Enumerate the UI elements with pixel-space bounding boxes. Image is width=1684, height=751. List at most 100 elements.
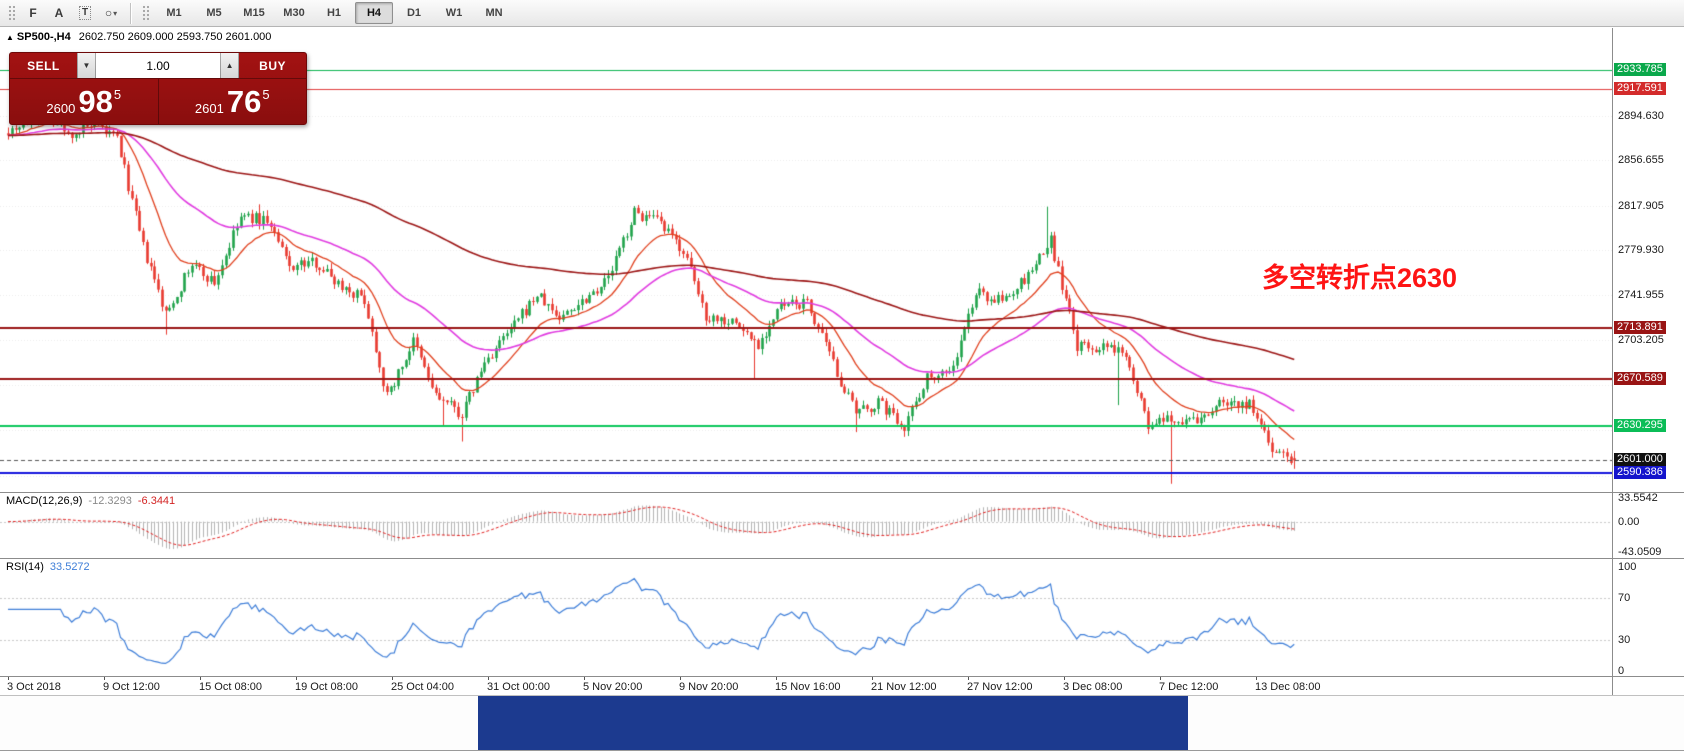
- trade-panel-top-row: SELL ▼ ▲ BUY: [10, 53, 306, 78]
- time-axis-tick: [968, 676, 969, 680]
- price-level-label: 2670.589: [1614, 371, 1666, 385]
- macd-indicator-canvas[interactable]: [0, 493, 1612, 557]
- text-frame-tool-glyph: T: [78, 6, 92, 20]
- ohlc-values: 2602.750 2609.000 2593.750 2601.000: [78, 31, 272, 43]
- toolbar: F A T ○ ▾ M1 M5 M15 M30 H1 H4 D1 W1 MN: [0, 0, 1684, 27]
- price-level-label: 2713.891: [1614, 320, 1666, 334]
- chart-info-arrow-icon[interactable]: ▲: [6, 33, 14, 42]
- time-axis-label: 19 Oct 08:00: [295, 681, 358, 693]
- rsi-indicator-canvas[interactable]: [0, 559, 1612, 675]
- timeframe-button-m1[interactable]: M1: [166, 7, 182, 19]
- price-level-label: 2933.785: [1614, 62, 1666, 76]
- sell-price-big: 98: [78, 84, 113, 119]
- timeframe-button-mn[interactable]: MN: [485, 7, 503, 19]
- timeframe-button-d1[interactable]: D1: [406, 7, 422, 19]
- time-axis-label: 15 Oct 08:00: [199, 681, 262, 693]
- macd-label: MACD(12,26,9) -12.3293 -6.3441: [6, 495, 175, 507]
- desktop-strip: [0, 695, 1684, 750]
- time-axis-tick: [488, 676, 489, 680]
- time-axis-label: 21 Nov 12:00: [871, 681, 937, 693]
- macd-axis-label: 33.5542: [1618, 492, 1658, 504]
- time-axis-tick: [8, 676, 9, 680]
- time-axis-label: 7 Dec 12:00: [1159, 681, 1219, 693]
- sell-button[interactable]: SELL: [27, 58, 60, 73]
- macd-axis-label: -43.0509: [1618, 546, 1662, 558]
- time-axis-tick: [776, 676, 777, 680]
- timeframe-button-m15[interactable]: M15: [243, 7, 265, 19]
- timeframe-toolbar-drag-handle[interactable]: [141, 4, 149, 22]
- timeframe-button-w1[interactable]: W1: [445, 7, 463, 19]
- macd-signal-value: -6.3441: [137, 495, 176, 507]
- time-axis-label: 5 Nov 20:00: [583, 681, 643, 693]
- chart-annotation-text[interactable]: 多空转折点2630: [1262, 263, 1458, 293]
- price-level-label: 2917.591: [1614, 81, 1666, 95]
- volume-increase-button[interactable]: ▲: [220, 53, 240, 78]
- time-axis-tick: [104, 676, 105, 680]
- time-axis-label: 3 Dec 08:00: [1063, 681, 1123, 693]
- price-axis-tick: 2741.955: [1618, 288, 1664, 301]
- volume-input[interactable]: [96, 53, 220, 78]
- toolbar-drag-handle[interactable]: [7, 4, 15, 22]
- text-label-tool-glyph: A: [54, 6, 64, 20]
- macd-main-value: -12.3293: [88, 495, 132, 507]
- price-axis-tick: 2779.930: [1618, 244, 1664, 257]
- symbol-period-label: SP500-,H4: [16, 31, 71, 43]
- main-macd-separator[interactable]: [0, 492, 1684, 493]
- price-axis-tick: 2894.630: [1618, 109, 1664, 122]
- bottom-blue-bar[interactable]: [478, 696, 1188, 750]
- time-axis-label: 13 Dec 08:00: [1255, 681, 1321, 693]
- drawing-tools-group: F A T ○ ▾: [20, 2, 124, 25]
- sell-price-prefix: 2600: [46, 101, 76, 116]
- macd-axis-label: 0.00: [1618, 515, 1640, 528]
- time-axis[interactable]: 3 Oct 2018 9 Oct 12:00 15 Oct 08:00 19 Oct …: [0, 676, 1612, 695]
- text-label-tool-icon[interactable]: A: [46, 2, 72, 25]
- timeframe-button-m5[interactable]: M5: [206, 7, 222, 19]
- buy-price-prefix: 2601: [194, 101, 224, 116]
- text-frame-tool-icon[interactable]: T: [72, 2, 98, 25]
- time-axis-label: 9 Oct 12:00: [103, 681, 160, 693]
- timeframe-button-m30[interactable]: M30: [283, 7, 305, 19]
- toolbar-separator: [130, 2, 132, 24]
- sell-price-pipette: 5: [113, 87, 122, 102]
- buy-button[interactable]: BUY: [259, 58, 287, 73]
- buy-quote[interactable]: 2601 76 5: [159, 79, 307, 124]
- timeframe-button-h1[interactable]: H1: [326, 7, 342, 19]
- rsi-axis-label: 100: [1618, 561, 1637, 573]
- rsi-timeaxis-separator: [0, 676, 1684, 677]
- time-axis-tick: [680, 676, 681, 680]
- macd-rsi-separator[interactable]: [0, 558, 1684, 559]
- time-axis-label: 9 Nov 20:00: [679, 681, 739, 693]
- fibonacci-tool-icon[interactable]: F: [20, 2, 46, 25]
- rsi-axis-label: 30: [1618, 633, 1631, 646]
- time-axis-label: 31 Oct 00:00: [487, 681, 550, 693]
- price-axis-tick: 2817.905: [1618, 199, 1664, 212]
- price-level-label: 2590.386: [1614, 465, 1666, 479]
- price-level-label: 2601.000: [1614, 453, 1666, 467]
- buy-price-pipette: 5: [262, 87, 270, 102]
- time-axis-label: 25 Oct 04:00: [391, 681, 454, 693]
- time-axis-tick: [200, 676, 201, 680]
- buy-price-big: 76: [226, 84, 262, 119]
- chevron-down-icon: ▾: [113, 8, 118, 18]
- time-axis-tick: [584, 676, 585, 680]
- time-axis-tick: [392, 676, 393, 680]
- time-axis-label: 27 Nov 12:00: [967, 681, 1033, 693]
- rsi-value: 33.5272: [49, 561, 90, 573]
- rsi-name: RSI(14): [6, 561, 44, 573]
- price-axis-border: [1612, 28, 1613, 695]
- price-axis[interactable]: 2894.630 2856.655 2817.905 2779.930 2741.955…: [1613, 28, 1684, 695]
- time-axis-tick: [872, 676, 873, 680]
- price-level-label: 2630.295: [1614, 418, 1666, 432]
- time-axis-tick: [296, 676, 297, 680]
- rsi-axis-label: 0: [1618, 665, 1625, 677]
- time-axis-tick: [1256, 676, 1257, 680]
- shapes-tool-icon[interactable]: ○ ▾: [98, 2, 124, 25]
- trade-panel-quotes-row: 2600 98 5 2601 76 5: [10, 78, 306, 124]
- volume-decrease-button[interactable]: ▼: [76, 53, 96, 78]
- price-axis-tick: 2703.205: [1618, 334, 1664, 347]
- sell-quote[interactable]: 2600 98 5: [10, 79, 159, 124]
- timeframe-button-h4[interactable]: H4: [355, 2, 393, 24]
- macd-name: MACD(12,26,9): [6, 495, 83, 507]
- time-axis-tick: [1160, 676, 1161, 680]
- time-axis-tick: [1064, 676, 1065, 680]
